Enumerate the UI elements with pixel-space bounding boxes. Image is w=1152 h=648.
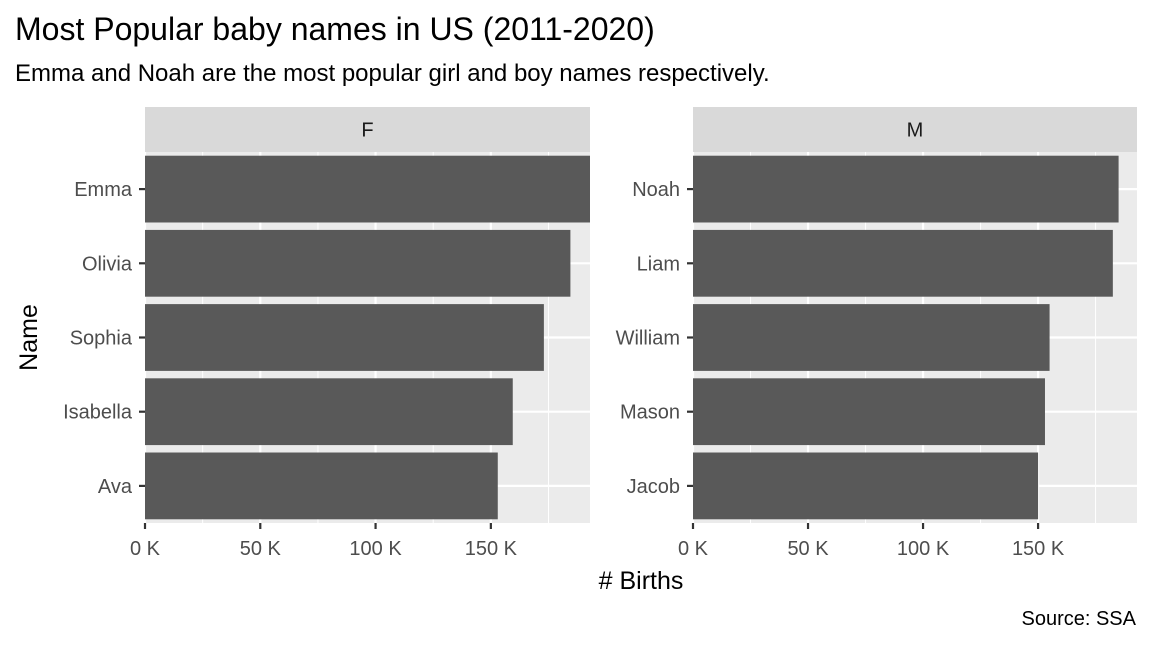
y-tick-label: Liam — [637, 253, 680, 275]
bar-liam — [693, 229, 1113, 297]
x-tick-label: 50 K — [240, 538, 282, 560]
y-axis-title: Name — [15, 304, 43, 371]
x-tick-label: 150 K — [465, 538, 518, 560]
y-tick-label: Noah — [632, 179, 680, 201]
chart-subtitle: Emma and Noah are the most popular girl … — [15, 60, 770, 87]
y-tick-label: Sophia — [70, 328, 133, 350]
bar-jacob — [693, 452, 1039, 520]
bar-ava — [145, 452, 498, 520]
bar-olivia — [145, 229, 571, 297]
facet-strip-M — [693, 107, 1137, 152]
bar-isabella — [145, 378, 513, 446]
x-tick-label: 100 K — [349, 538, 402, 560]
bar-emma — [145, 155, 590, 223]
bar-mason — [693, 378, 1045, 446]
facet-strip-F — [145, 107, 590, 152]
x-axis-title: # Births — [599, 567, 684, 595]
y-tick-label: Olivia — [82, 253, 133, 275]
x-tick-label: 100 K — [897, 538, 950, 560]
y-tick-label: William — [616, 328, 680, 350]
chart-caption: Source: SSA — [1021, 608, 1136, 630]
x-tick-label: 150 K — [1012, 538, 1065, 560]
y-tick-label: Emma — [74, 179, 133, 201]
x-tick-label: 50 K — [787, 538, 829, 560]
x-tick-label: 0 K — [130, 538, 161, 560]
y-tick-label: Jacob — [627, 476, 680, 498]
y-tick-label: Mason — [620, 402, 680, 424]
x-tick-label: 0 K — [678, 538, 709, 560]
y-tick-label: Ava — [98, 476, 133, 498]
facet-strip-label: M — [907, 120, 924, 142]
bar-noah — [693, 155, 1119, 223]
y-tick-label: Isabella — [63, 402, 133, 424]
chart-title: Most Popular baby names in US (2011-2020… — [15, 11, 655, 47]
facet-strip-label: F — [361, 120, 373, 142]
bar-william — [693, 304, 1050, 371]
bar-sophia — [145, 304, 544, 371]
